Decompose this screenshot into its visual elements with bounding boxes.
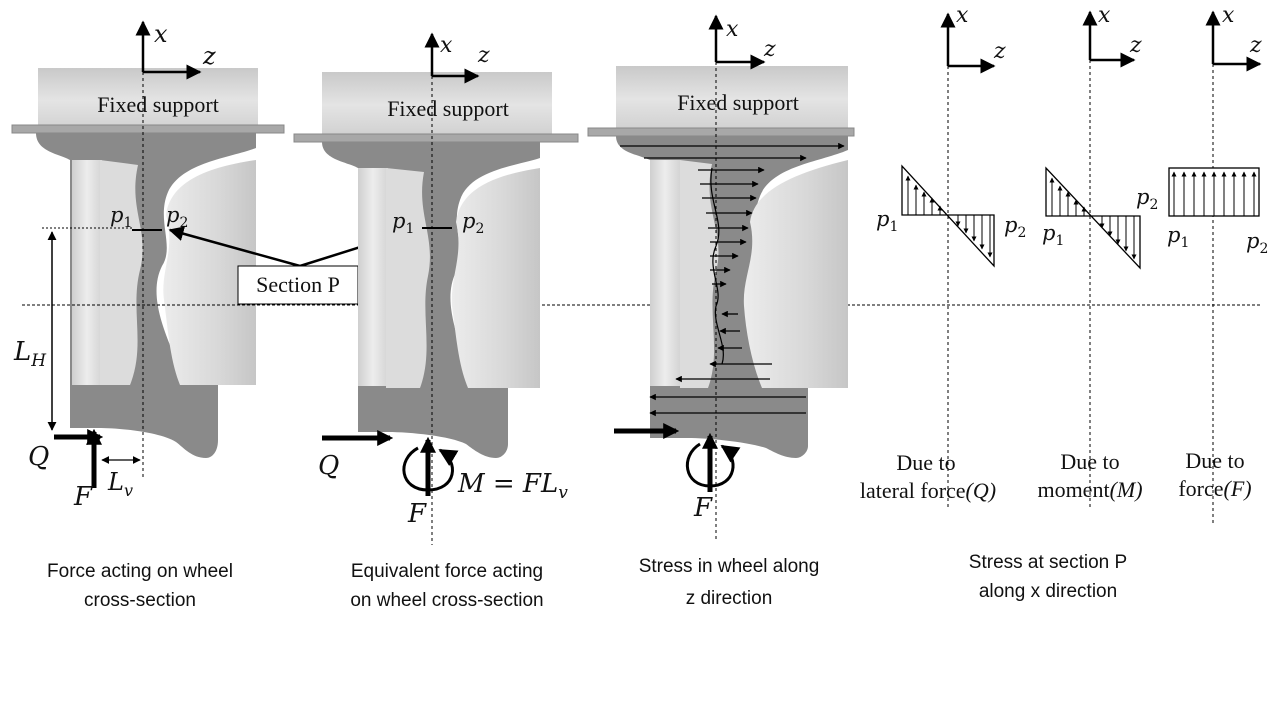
z-axis-label: z <box>993 39 1006 64</box>
p2-label: p2 <box>166 203 188 231</box>
p2-label: p2 <box>1246 229 1268 257</box>
caption-panel-3-line1: Stress in wheel along <box>639 556 820 577</box>
flange-face <box>72 160 102 385</box>
stress-diagram-arrows <box>1171 171 1257 216</box>
dist-lateral-force: x z p1 p2 Due to lateral force(Q) <box>860 3 1026 508</box>
fixed-support-block <box>38 68 258 133</box>
p1-label: p1 <box>1167 223 1189 251</box>
fixed-support-block <box>322 72 552 138</box>
callout-line-left <box>168 226 301 268</box>
web-left-face <box>100 160 143 385</box>
web-left-face <box>386 168 430 388</box>
p1-label: p1 <box>876 207 898 235</box>
lh-label: LH <box>13 337 47 371</box>
caption-panel-1-line1: Force acting on wheel <box>47 561 233 582</box>
moment-equation: M = FLv <box>457 469 568 503</box>
rim-right-face <box>163 160 256 385</box>
stress-diagram-arrows <box>1049 177 1137 260</box>
fixed-support-label: Fixed support <box>97 92 219 117</box>
fixed-support-plate <box>293 133 579 143</box>
stress-diagram-arrows <box>905 175 993 258</box>
caption-panel-3-line2: z direction <box>686 588 773 609</box>
caption-panel-4-line2: along x direction <box>979 581 1117 602</box>
stress-diagram <box>901 164 995 268</box>
x-axis-label: x <box>154 20 168 48</box>
caption-panel-2-line2: on wheel cross-section <box>350 590 543 611</box>
p1-label: p1 <box>1042 221 1064 249</box>
dist-label-line1: Due to <box>896 450 955 475</box>
z-axis-label: z <box>1129 33 1142 58</box>
q-label: Q <box>318 451 339 481</box>
rim-right-face <box>743 160 848 388</box>
section-p-label: Section P <box>256 272 340 297</box>
dist-label-line2: moment(M) <box>1037 477 1142 502</box>
f-label: F <box>407 499 427 529</box>
dist-label-line2: force(F) <box>1178 476 1251 501</box>
fixed-support-block <box>616 66 848 132</box>
z-stress-arrows <box>620 142 845 417</box>
f-label: F <box>73 482 93 512</box>
x-axis-label: x <box>440 33 453 58</box>
q-label: Q <box>28 442 49 472</box>
caption-panel-4-line1: Stress at section P <box>969 552 1127 573</box>
z-axis-label: z <box>202 42 216 70</box>
p2-label: p2 <box>462 209 484 237</box>
captions: Force acting on wheel cross-section Equi… <box>47 552 1127 611</box>
p2-label: p2 <box>1004 213 1026 241</box>
rim-right-face <box>451 168 540 388</box>
z-axis-label: z <box>763 37 776 62</box>
x-axis-label: x <box>1222 3 1235 28</box>
z-axis-label: z <box>477 43 490 68</box>
panel-stress-z: Fixed support x z <box>587 14 855 540</box>
dist-label-line1: Due to <box>1185 448 1244 473</box>
x-axis-label: x <box>956 3 969 28</box>
z-axis-label: z <box>1249 33 1262 58</box>
moment-arrow <box>685 442 741 488</box>
p1-label: p1 <box>110 203 132 231</box>
p2-label: p2 <box>1136 185 1158 213</box>
flange-face <box>358 168 388 386</box>
web-left-face <box>680 160 719 388</box>
panel-stress-x: x z p1 p2 Due to lateral force(Q) <box>860 3 1268 524</box>
p1-label: p1 <box>392 209 414 237</box>
fixed-support-plate <box>587 127 855 137</box>
f-label: F <box>693 493 713 523</box>
fixed-support-plate <box>11 124 285 134</box>
x-axis-label: x <box>1098 3 1111 28</box>
fixed-support-label: Fixed support <box>387 96 509 121</box>
stress-envelope-curve <box>710 167 724 365</box>
dist-vertical-force: x z p1 p2 Due to force(F) <box>1167 3 1268 524</box>
fixed-support-label: Fixed support <box>677 90 799 115</box>
moment-arrow <box>402 446 459 492</box>
dist-moment: x z p2 p1 Due to moment(M) <box>1037 3 1158 510</box>
panel-force-on-wheel: Fixed support x z p1 p2 LH Q F Lv <box>11 20 285 512</box>
x-axis-label: x <box>726 17 739 42</box>
panel-equivalent-force: Fixed support x z p1 p2 Q F M = FLv <box>293 32 579 545</box>
flange-face <box>650 160 680 386</box>
dist-label-line2: lateral force(Q) <box>860 478 996 503</box>
caption-panel-2-line1: Equivalent force acting <box>351 561 543 582</box>
lv-label: Lv <box>107 468 133 500</box>
dist-label-line1: Due to <box>1060 449 1119 474</box>
caption-panel-1-line2: cross-section <box>84 590 196 611</box>
